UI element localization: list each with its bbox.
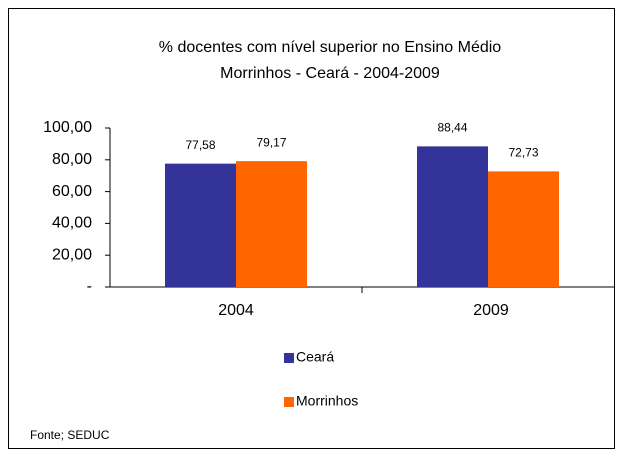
value-label: 88,44	[437, 121, 467, 135]
bar	[417, 146, 488, 287]
legend-label: Morrinhos	[296, 393, 358, 409]
y-tick-label: 20,00	[52, 246, 92, 263]
y-tick-label: 80,00	[52, 151, 92, 168]
bar	[165, 163, 236, 287]
source: Fonte; SEDUC	[30, 428, 110, 442]
chart-subtitle: Morrinhos - Ceará - 2004-2009	[220, 65, 440, 82]
bar	[488, 171, 559, 287]
value-label: 72,73	[508, 146, 538, 160]
y-tick-label: 40,00	[52, 215, 92, 232]
y-tick-label: -	[87, 278, 92, 295]
bar	[236, 161, 307, 287]
x-tick-label: 2009	[473, 302, 509, 319]
chart-title: % docentes com nível superior no Ensino …	[159, 39, 502, 56]
y-tick-label: 60,00	[52, 183, 92, 200]
value-label: 79,17	[256, 135, 286, 149]
legend-swatch	[284, 353, 294, 363]
y-tick-label: 100,00	[43, 119, 92, 136]
legend-label: Ceará	[296, 349, 334, 365]
legend-swatch	[284, 397, 294, 407]
x-tick-label: 2004	[218, 302, 254, 319]
value-label: 77,58	[185, 138, 215, 152]
